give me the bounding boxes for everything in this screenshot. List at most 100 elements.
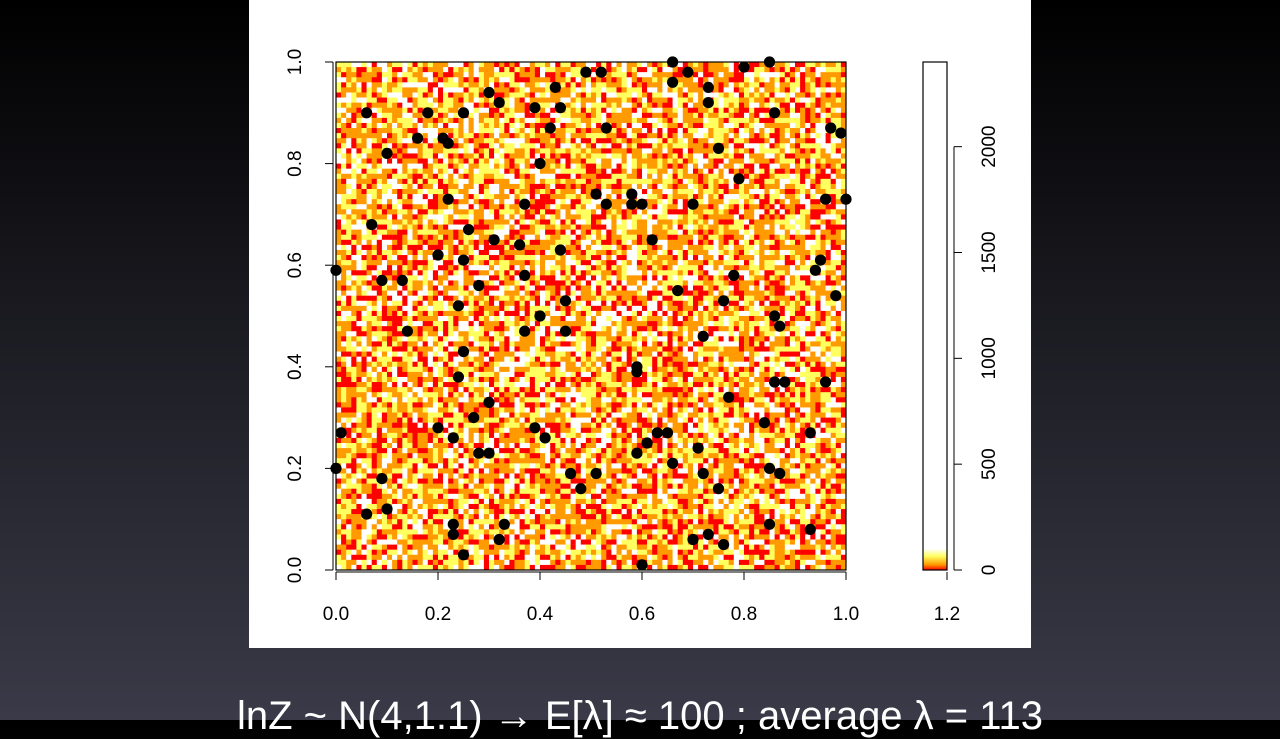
- heat-cell: [468, 544, 474, 550]
- heat-cell: [407, 189, 413, 195]
- heat-cell: [499, 280, 505, 286]
- heat-cell: [580, 255, 587, 261]
- heat-cell: [468, 539, 474, 545]
- heat-cell: [570, 219, 576, 225]
- heat-cell: [504, 514, 510, 520]
- heat-cell: [514, 437, 520, 444]
- heat-cell: [580, 498, 587, 505]
- heat-cell: [351, 163, 357, 169]
- heat-cell: [376, 143, 383, 149]
- heat-cell: [356, 382, 362, 388]
- heat-cell: [478, 255, 485, 261]
- heat-cell: [438, 336, 444, 342]
- heat-cell: [524, 356, 531, 362]
- heat-cell: [555, 173, 561, 180]
- heat-cell: [458, 412, 464, 418]
- heat-cell: [381, 224, 388, 230]
- heat-cell: [438, 371, 444, 378]
- heat-cell: [392, 554, 398, 561]
- heat-cell: [565, 498, 571, 505]
- heat-cell: [438, 478, 444, 484]
- heat-cell: [366, 138, 372, 144]
- heat-cell: [453, 478, 459, 484]
- heat-cell: [356, 321, 362, 327]
- heat-cell: [463, 432, 469, 439]
- heat-cell: [397, 361, 403, 368]
- heat-cell: [438, 183, 444, 190]
- heat-cell: [407, 509, 413, 515]
- heat-cell: [443, 183, 449, 190]
- heat-cell: [336, 285, 342, 291]
- heat-cell: [555, 285, 561, 291]
- heat-cell: [489, 519, 495, 525]
- heat-cell: [356, 214, 362, 220]
- heat-cell: [432, 321, 439, 327]
- heat-cell: [570, 514, 576, 520]
- heat-cell: [570, 519, 576, 525]
- heat-cell: [371, 559, 378, 566]
- heat-cell: [555, 539, 561, 545]
- heat-cell: [565, 564, 571, 571]
- heat-cell: [381, 92, 388, 98]
- heat-cell: [356, 92, 362, 98]
- heat-cell: [499, 117, 505, 124]
- heat-cell: [412, 265, 418, 271]
- heat-cell: [529, 280, 536, 286]
- heat-cell: [417, 498, 423, 505]
- heat-cell: [545, 153, 551, 159]
- heat-cell: [417, 122, 423, 129]
- heat-cell: [494, 67, 500, 73]
- heat-cell: [392, 270, 398, 276]
- heat-cell: [361, 382, 367, 388]
- heat-cell: [351, 361, 357, 368]
- heat-cell: [575, 249, 582, 256]
- heat-cell: [438, 376, 444, 383]
- heat-cell: [432, 102, 439, 108]
- heat-cell: [458, 102, 464, 108]
- heat-cell: [387, 346, 393, 352]
- heat-cell: [443, 361, 449, 368]
- heat-cell: [473, 255, 480, 261]
- heat-cell: [417, 488, 423, 495]
- heat-cell: [392, 255, 398, 261]
- heat-cell: [432, 544, 439, 550]
- heat-cell: [387, 77, 393, 83]
- heat-cell: [560, 67, 566, 73]
- heat-cell: [540, 270, 546, 276]
- heat-cell: [499, 163, 505, 169]
- heat-cell: [443, 453, 449, 459]
- heat-cell: [397, 417, 403, 423]
- heat-cell: [560, 458, 566, 464]
- heat-cell: [514, 143, 520, 149]
- heat-cell: [387, 168, 393, 175]
- heat-cell: [422, 122, 429, 129]
- heat-cell: [478, 67, 485, 73]
- heat-cell: [361, 305, 367, 312]
- heat-cell: [376, 87, 383, 93]
- heat-cell: [443, 387, 449, 393]
- heat-cell: [519, 97, 525, 103]
- heat-cell: [427, 199, 434, 205]
- heat-cell: [341, 260, 347, 266]
- heat-cell: [402, 437, 408, 444]
- heat-cell: [438, 529, 444, 535]
- heat-cell: [341, 97, 347, 103]
- heat-cell: [402, 539, 408, 545]
- heat-cell: [371, 107, 378, 114]
- heat-cell: [509, 107, 515, 114]
- heat-cell: [397, 224, 403, 230]
- heat-cell: [366, 468, 372, 474]
- heat-cell: [366, 427, 372, 434]
- heat-cell: [417, 72, 423, 78]
- heat-cell: [376, 559, 383, 566]
- heat-cell: [412, 397, 418, 403]
- heat-cell: [555, 554, 561, 561]
- heat-cell: [397, 290, 403, 296]
- heat-cell: [432, 163, 439, 169]
- heat-cell: [422, 321, 429, 327]
- heat-cell: [540, 128, 546, 134]
- heat-cell: [468, 468, 474, 474]
- heat-cell: [341, 178, 347, 185]
- heat-cell: [504, 437, 510, 444]
- heat-cell: [468, 260, 474, 266]
